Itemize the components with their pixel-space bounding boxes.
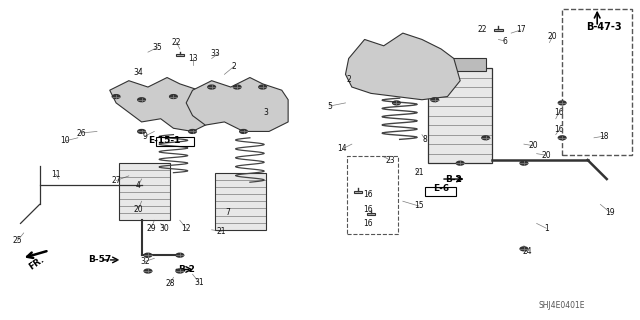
- Bar: [367, 213, 375, 215]
- Text: 9: 9: [142, 132, 147, 141]
- Text: 23: 23: [385, 156, 395, 164]
- Text: 29: 29: [147, 224, 156, 233]
- Text: 13: 13: [188, 54, 197, 63]
- Text: 11: 11: [51, 170, 60, 179]
- Text: 34: 34: [134, 68, 143, 77]
- Bar: [494, 29, 502, 31]
- Text: 16: 16: [363, 219, 372, 228]
- Text: 16: 16: [554, 125, 564, 134]
- Text: B-57: B-57: [88, 255, 112, 264]
- Text: 4: 4: [136, 181, 141, 190]
- Text: 24: 24: [522, 247, 532, 257]
- Text: 20: 20: [529, 141, 538, 150]
- Circle shape: [176, 269, 184, 273]
- Circle shape: [240, 130, 247, 133]
- Circle shape: [138, 130, 145, 133]
- Circle shape: [558, 136, 566, 140]
- Text: 5: 5: [327, 101, 332, 111]
- Text: 35: 35: [152, 43, 163, 52]
- Text: 26: 26: [76, 129, 86, 138]
- Text: 21: 21: [414, 168, 424, 177]
- Text: 25: 25: [13, 236, 22, 245]
- Text: B-2: B-2: [178, 265, 195, 274]
- Text: 10: 10: [60, 136, 70, 146]
- Circle shape: [189, 130, 196, 133]
- Text: 1: 1: [544, 224, 548, 233]
- Text: 7: 7: [225, 208, 230, 217]
- Text: 16: 16: [363, 205, 372, 214]
- Circle shape: [520, 161, 528, 165]
- Circle shape: [112, 95, 120, 99]
- Text: 6: 6: [502, 36, 508, 45]
- Text: 8: 8: [423, 135, 428, 144]
- Text: 18: 18: [599, 132, 608, 141]
- Circle shape: [138, 98, 145, 102]
- Circle shape: [259, 85, 266, 89]
- Text: 2: 2: [232, 62, 236, 71]
- Text: 22: 22: [477, 25, 487, 35]
- Circle shape: [431, 98, 438, 102]
- Text: 16: 16: [554, 108, 564, 117]
- Circle shape: [208, 85, 216, 89]
- Circle shape: [144, 269, 152, 273]
- Text: 20: 20: [541, 151, 551, 160]
- Bar: [175, 54, 184, 56]
- Text: 21: 21: [216, 227, 226, 236]
- Bar: [435, 59, 486, 71]
- Text: 14: 14: [337, 144, 347, 153]
- Circle shape: [393, 101, 400, 105]
- Text: 16: 16: [363, 190, 372, 199]
- Circle shape: [520, 247, 528, 251]
- Text: 2: 2: [346, 75, 351, 84]
- Text: 31: 31: [194, 278, 204, 287]
- Polygon shape: [186, 77, 288, 132]
- Polygon shape: [346, 33, 460, 100]
- Text: 27: 27: [111, 176, 121, 185]
- Text: 12: 12: [181, 224, 191, 233]
- Circle shape: [456, 161, 464, 165]
- Text: E-15-1: E-15-1: [148, 136, 180, 146]
- Text: SHJ4E0401E: SHJ4E0401E: [539, 301, 586, 310]
- Circle shape: [234, 85, 241, 89]
- Text: 22: 22: [172, 38, 181, 47]
- Text: 20: 20: [134, 205, 143, 214]
- Text: B-47-3: B-47-3: [586, 22, 621, 32]
- Bar: [354, 191, 362, 193]
- Bar: [428, 68, 492, 163]
- Text: 33: 33: [210, 49, 220, 58]
- Text: 32: 32: [140, 257, 150, 266]
- Circle shape: [170, 95, 177, 99]
- Circle shape: [144, 253, 152, 257]
- Bar: [215, 173, 266, 230]
- Text: B-2: B-2: [445, 174, 462, 184]
- Text: 28: 28: [166, 279, 175, 288]
- Bar: [119, 163, 170, 220]
- Text: 20: 20: [548, 32, 557, 41]
- Circle shape: [176, 253, 184, 257]
- Text: FR.: FR.: [27, 255, 46, 271]
- Text: 30: 30: [159, 224, 169, 233]
- Text: 19: 19: [605, 208, 615, 217]
- Text: E-6: E-6: [433, 184, 449, 193]
- Polygon shape: [109, 77, 212, 132]
- Text: 15: 15: [414, 202, 424, 211]
- Circle shape: [482, 136, 490, 140]
- Circle shape: [558, 101, 566, 105]
- Text: 17: 17: [516, 25, 525, 35]
- Text: 3: 3: [264, 108, 268, 117]
